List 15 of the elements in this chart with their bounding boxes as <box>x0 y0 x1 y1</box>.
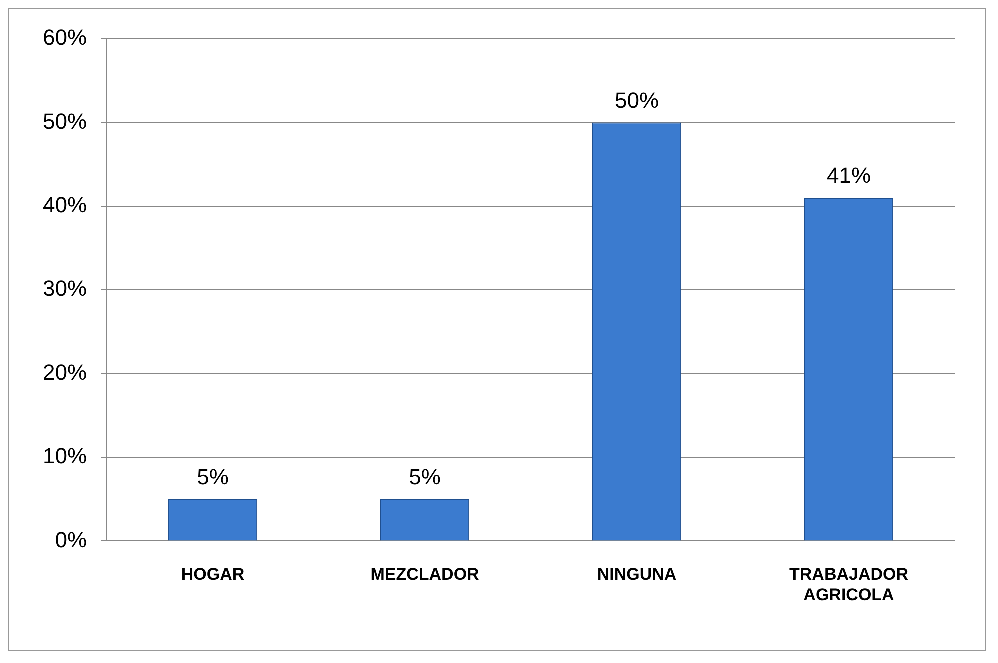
x-tick-label: NINGUNA <box>597 565 677 584</box>
data-label: 50% <box>614 88 660 113</box>
data-label: 41% <box>826 163 872 188</box>
x-tick-label: HOGAR <box>181 565 245 584</box>
data-label: 5% <box>409 464 441 490</box>
y-tick-label: 20% <box>42 360 88 385</box>
y-tick-label: 40% <box>42 192 88 218</box>
data-label: 5% <box>197 464 229 490</box>
x-tick-label: MEZCLADOR <box>370 565 480 584</box>
y-tick-label: 30% <box>42 276 88 302</box>
y-tick-label: 10% <box>42 444 88 469</box>
x-tick-label: TRABAJADOR AGRICOLA <box>790 565 909 604</box>
y-tick-label: 50% <box>42 108 88 134</box>
y-tick-label: 0% <box>55 527 88 552</box>
y-tick-label: 60% <box>42 25 88 50</box>
